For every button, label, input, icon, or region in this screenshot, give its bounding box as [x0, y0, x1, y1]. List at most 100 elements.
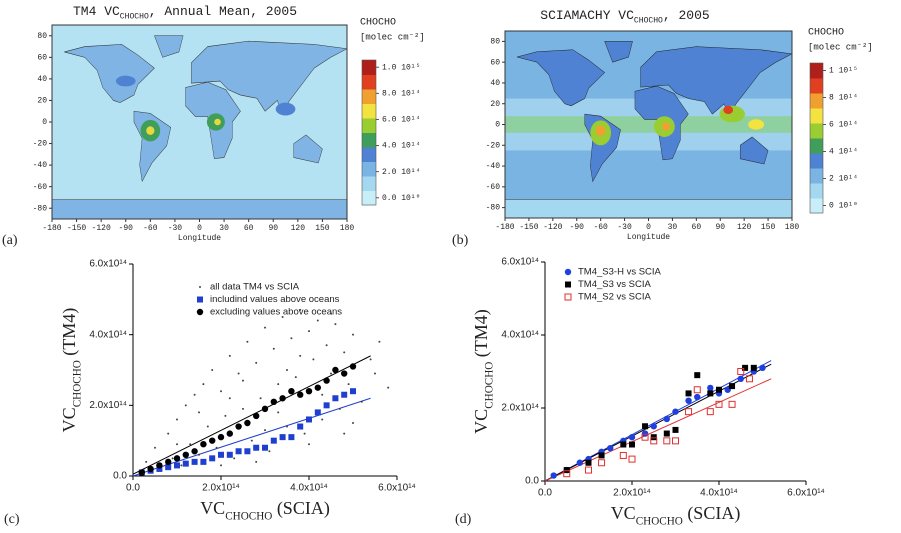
- data-point: [742, 364, 749, 371]
- colorbar-step: [810, 123, 823, 139]
- data-point: [314, 384, 321, 391]
- panel-label: (c): [4, 512, 20, 527]
- data-point: [250, 439, 253, 442]
- data-point: [303, 432, 306, 435]
- data-point: [330, 372, 332, 375]
- colorbar-step: [362, 103, 376, 119]
- data-point: [598, 452, 605, 459]
- data-point: [290, 337, 293, 340]
- legend-marker: [196, 308, 204, 316]
- data-point: [694, 372, 701, 379]
- data-point: [138, 469, 145, 476]
- colorbar-step: [362, 132, 376, 148]
- y-tick-label: 6.0x10¹⁴: [501, 257, 539, 268]
- legend-label: TM4_S2 vs SCIA: [578, 292, 652, 303]
- y-tick-label: 6.0x10¹⁴: [89, 259, 127, 270]
- data-point: [176, 418, 178, 421]
- colorbar-unit: [molec cm⁻²]: [360, 32, 425, 42]
- data-point: [167, 432, 170, 435]
- data-point: [173, 455, 181, 462]
- map-title-rest: , 2005: [663, 8, 710, 23]
- data-point: [244, 419, 251, 427]
- data-point: [369, 358, 372, 361]
- data-point: [576, 459, 583, 466]
- data-point: [352, 422, 354, 424]
- data-point: [235, 448, 242, 455]
- data-point: [737, 375, 744, 382]
- data-point: [226, 451, 233, 458]
- data-point: [650, 423, 657, 430]
- data-point: [297, 423, 304, 430]
- data-point: [253, 412, 260, 420]
- colorbar-tick-label: 8.0 10¹⁴: [382, 89, 420, 98]
- x-tick-label: -180: [495, 223, 514, 232]
- data-point: [352, 333, 354, 336]
- x-tick-label: 120: [291, 224, 306, 233]
- colorbar-step: [810, 198, 823, 214]
- data-point: [672, 437, 679, 445]
- data-point: [325, 344, 328, 347]
- colorbar-tick-label: 0.0 10¹⁰: [382, 194, 420, 203]
- panel-label: (d): [455, 512, 472, 527]
- legend-marker: [564, 268, 572, 276]
- colorbar-step: [362, 161, 376, 177]
- data-point: [650, 434, 657, 441]
- colorbar-title: CHOCHO: [360, 18, 396, 29]
- data-point: [176, 443, 178, 446]
- data-point: [233, 457, 236, 460]
- data-point: [224, 414, 227, 417]
- map-title-sub: CHOCHO: [120, 13, 149, 22]
- map-title-main: SCIAMACHY VC: [540, 8, 634, 23]
- legend-label: TM4_S3 vs SCIA: [578, 279, 652, 290]
- data-point: [228, 354, 231, 357]
- data-point: [312, 358, 315, 361]
- data-point: [378, 340, 381, 343]
- colorbar-tick-label: 8 10¹⁴: [829, 94, 858, 103]
- data-point: [206, 425, 209, 428]
- x-tick-label: -90: [570, 223, 585, 232]
- y-axis-label: VCCHOCHO (TM4): [471, 309, 495, 434]
- data-point: [715, 400, 723, 408]
- y-tick-label: -60: [486, 183, 501, 192]
- data-point: [191, 458, 198, 465]
- data-point: [305, 388, 313, 395]
- data-point: [156, 462, 163, 469]
- data-point: [182, 460, 189, 467]
- data-point: [332, 366, 339, 374]
- y-tick-label: -40: [33, 161, 48, 170]
- data-point: [180, 464, 183, 467]
- data-point: [620, 441, 627, 448]
- panel: 0.0 2.0x10¹⁴ 4.0x10¹⁴ 6.0x10¹⁴ 0.0 2.0x10¹⁴ 4.…: [4, 259, 416, 528]
- x-axis-label-sub: CHOCHO: [225, 510, 272, 522]
- data-point: [629, 441, 635, 448]
- map-title-sub: CHOCHO: [634, 17, 663, 26]
- data-point: [288, 388, 295, 395]
- colorbar-step: [362, 74, 376, 90]
- data-point: [306, 416, 312, 423]
- y-tick-label: 60: [37, 53, 47, 62]
- colorbar-tick-label: 6.0 10¹⁴: [382, 116, 420, 125]
- data-point: [299, 354, 302, 357]
- x-tick-label: 4.0x10¹⁴: [700, 488, 738, 499]
- data-point: [220, 390, 222, 393]
- y-tick-label: 40: [490, 79, 500, 88]
- map-title-rest: , Annual Mean, 2005: [149, 4, 297, 19]
- y-axis-label: VCCHOCHO (TM4): [59, 308, 83, 433]
- data-point: [672, 426, 679, 433]
- colorbar-step: [810, 63, 823, 79]
- data-point: [716, 386, 722, 393]
- colorbar-tick-label: 0 10¹⁰: [829, 202, 858, 211]
- legend-marker: [197, 296, 203, 303]
- data-point: [228, 397, 231, 400]
- data-point: [189, 443, 192, 446]
- y-tick-label: -80: [33, 204, 48, 213]
- colorbar-step: [362, 190, 376, 206]
- panel-label: (a): [2, 233, 18, 248]
- x-axis-label-main: VC: [611, 503, 636, 523]
- x-axis-label-rest: (SCIA): [683, 503, 741, 524]
- data-point: [707, 390, 714, 397]
- colorbar-step: [810, 93, 823, 109]
